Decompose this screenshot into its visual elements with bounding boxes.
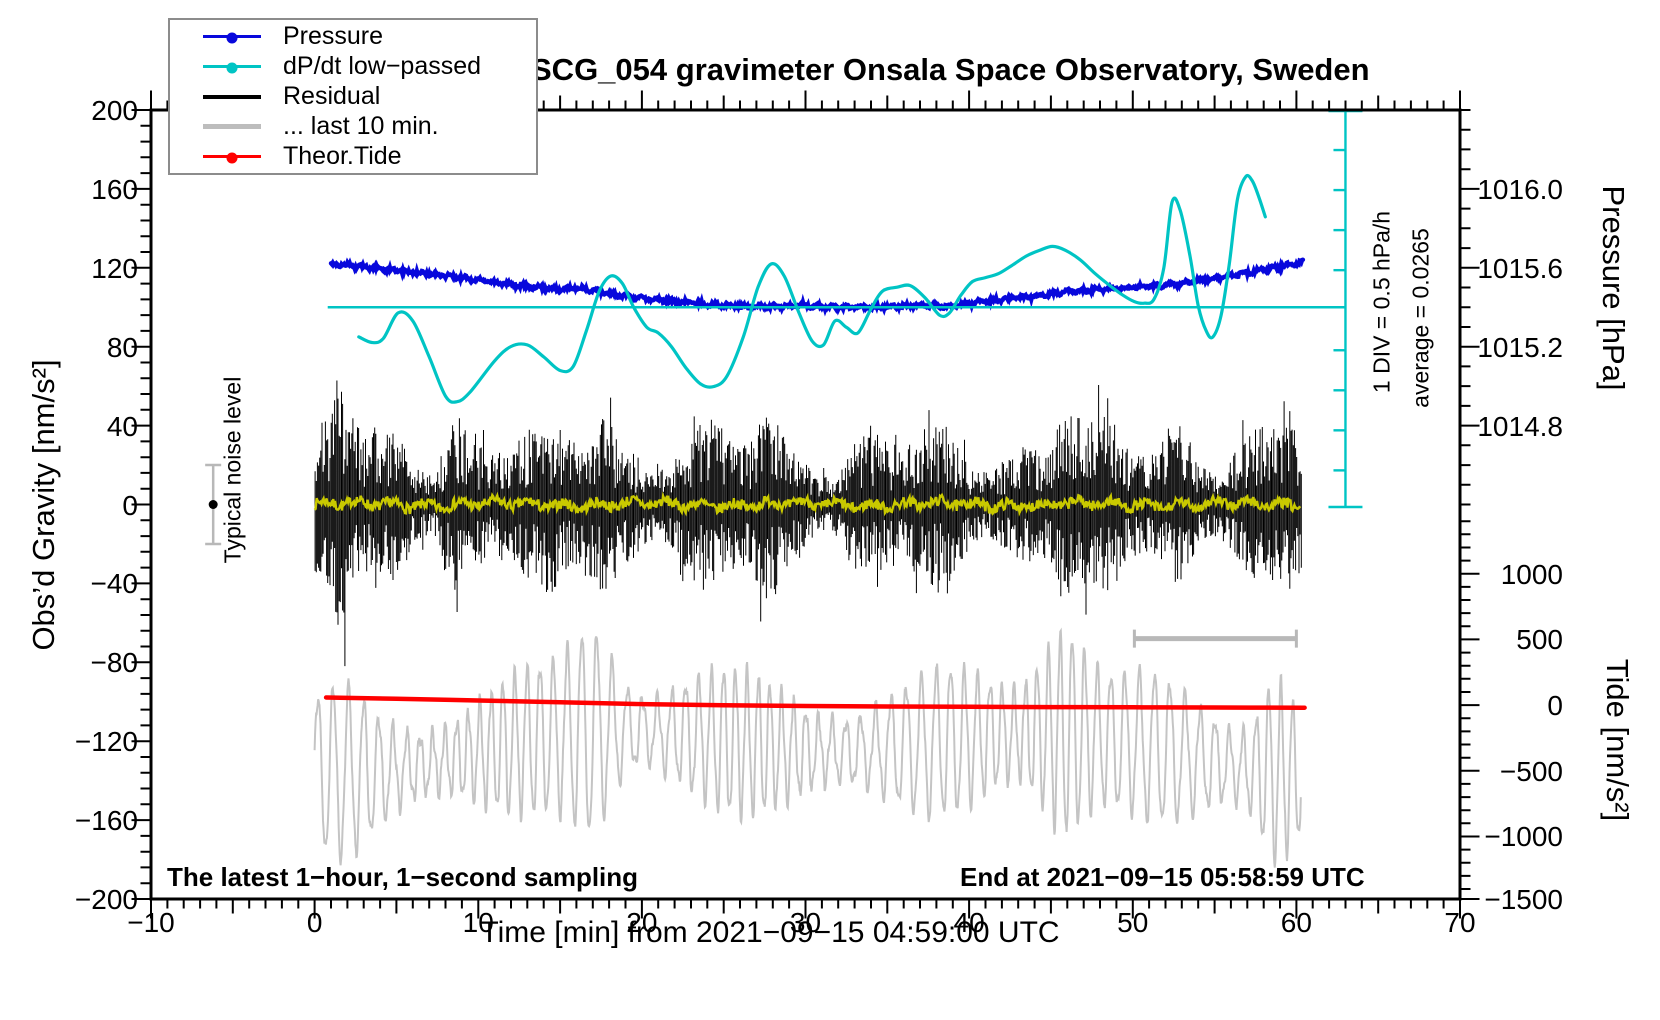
dpdt-series [357,173,1267,404]
markers [205,463,1298,648]
last10-line-icon [203,124,261,129]
legend-item-dpdt: dP/dt low−passed [170,52,536,82]
legend-box: Pressure dP/dt low−passed Residual ... l… [168,18,538,175]
x-axis-label: Time [min] from 2021−09−15 04:59:00 UTC [480,916,1060,949]
sampling-note: The latest 1−hour, 1−second sampling [167,862,639,892]
legend-item-pressure: Pressure [170,22,536,52]
dpdt-line-icon [203,65,261,68]
legend-label: ... last 10 min. [283,112,439,140]
residual-line-icon [203,94,261,99]
chart-title: SCG_054 gravimeter Onsala Space Observat… [531,52,1370,87]
last10-residual-series [313,627,1302,868]
residual-series [314,380,1302,667]
end-time-note: End at 2021−09−15 05:58:59 UTC [960,862,1365,892]
theortide-series [323,695,1307,710]
legend-label: Pressure [283,22,384,50]
pressure-series [328,257,1306,317]
legend-item-last10: ... last 10 min. [170,112,536,142]
lowpass-residual-series [313,491,1302,517]
legend-item-theortide: Theor.Tide [170,142,536,172]
legend-label: Theor.Tide [283,142,402,170]
pressure-line-icon [203,35,261,38]
legend-label: dP/dt low−passed [283,52,482,80]
legend-label: Residual [283,82,381,110]
theortide-line-icon [203,155,261,158]
plot-frame [149,108,1462,901]
noise-level-dot [208,500,218,509]
legend-item-residual: Residual [170,82,536,112]
plot-area [313,173,1307,868]
